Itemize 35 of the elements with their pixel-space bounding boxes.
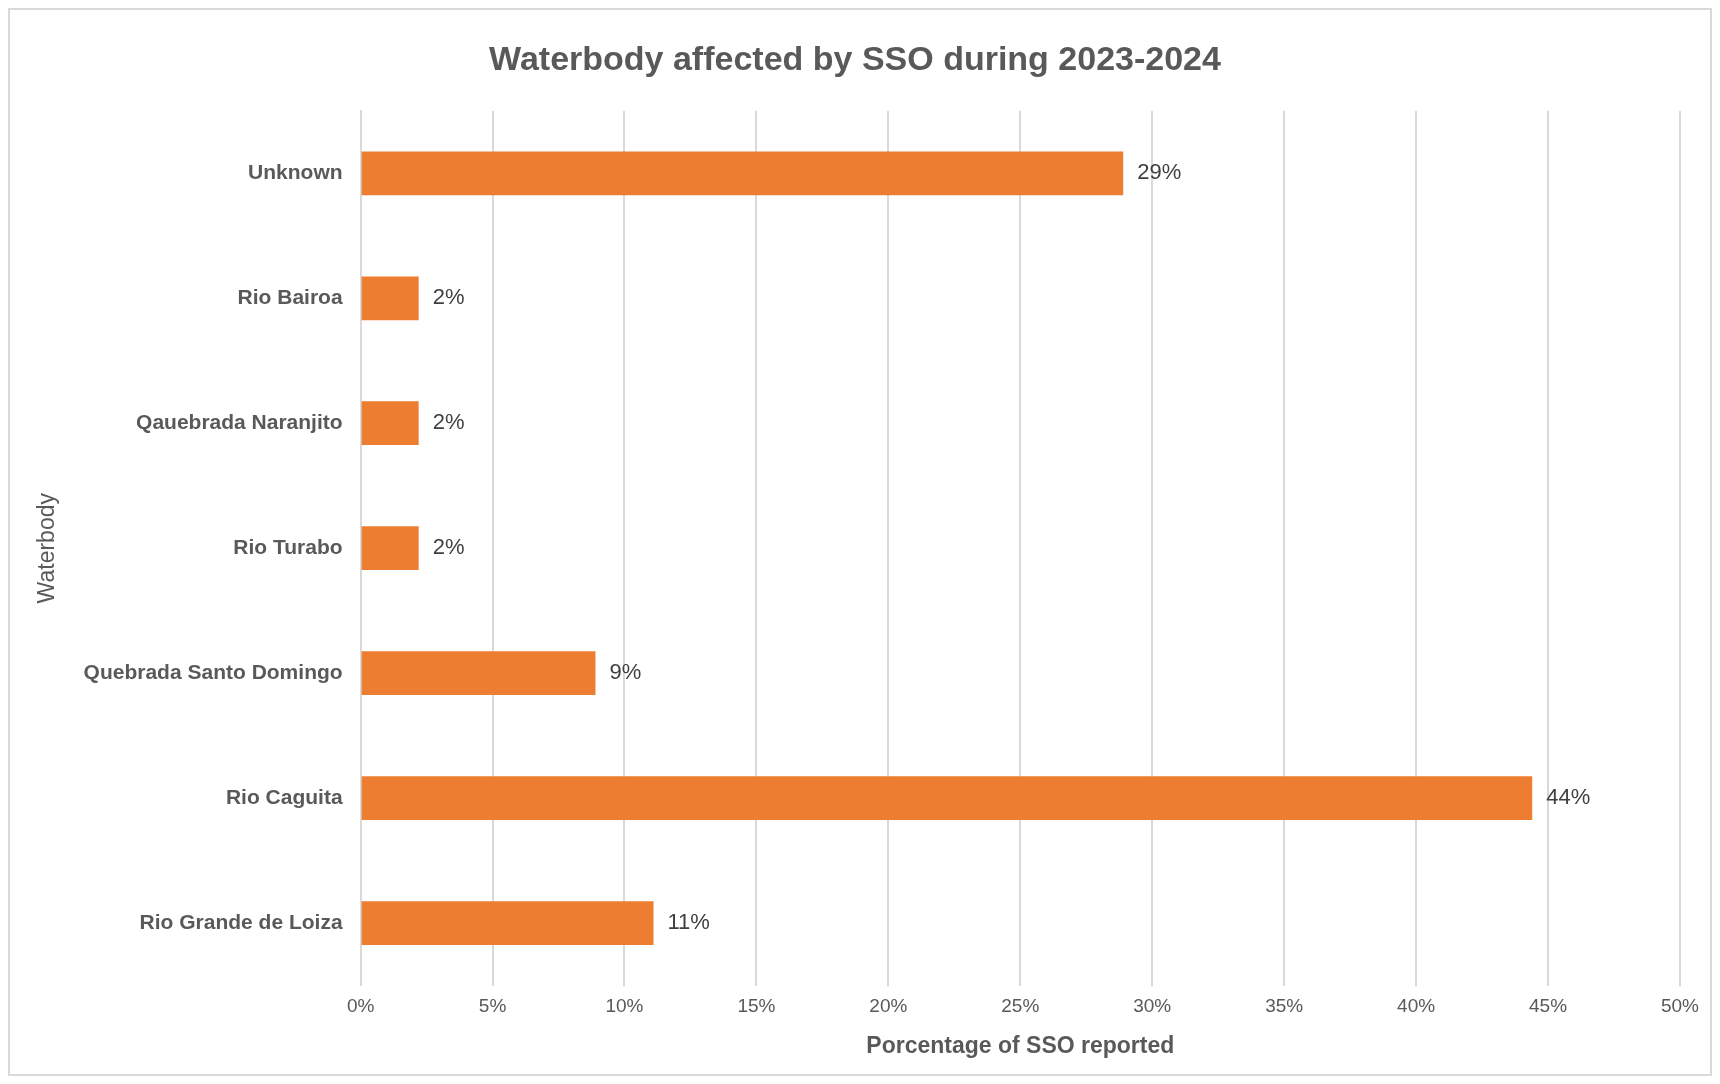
y-tick-label: Rio Caguita (225, 784, 343, 808)
x-tick-label: 0% (346, 995, 375, 1017)
data-label: 29% (1137, 159, 1182, 185)
data-label: 2% (432, 534, 465, 560)
data-label: 9% (609, 659, 642, 685)
bar (361, 901, 654, 945)
y-tick-label: Quebrada Santo Domingo (83, 659, 343, 683)
data-label: 2% (432, 284, 465, 310)
bar (361, 276, 419, 321)
y-tick-label: Qauebrada Naranjito (136, 410, 343, 434)
bar (361, 151, 1124, 196)
x-tick-label: 35% (1265, 995, 1304, 1017)
chart-title: Waterbody affected by SSO during 2023-2024 (489, 38, 1222, 77)
data-label: 2% (432, 409, 465, 435)
data-label: 44% (1546, 784, 1591, 810)
x-tick-label: 5% (478, 995, 507, 1017)
bar (361, 651, 596, 696)
x-tick-label: 45% (1529, 995, 1568, 1017)
x-tick-label: 40% (1397, 995, 1436, 1017)
x-tick-label: 10% (605, 995, 644, 1017)
bar (361, 776, 1533, 821)
y-tick-label: Rio Bairoa (237, 285, 343, 309)
y-tick-label: Unknown (248, 160, 343, 184)
x-tick-label: 30% (1133, 995, 1172, 1017)
x-tick-label: 20% (869, 995, 908, 1017)
x-tick-label: 15% (737, 995, 776, 1017)
y-tick-label: Rio Turabo (233, 535, 343, 558)
bar (361, 401, 419, 446)
x-axis-title: Porcentage of SSO reported (866, 1031, 1175, 1058)
bar (361, 526, 419, 571)
x-tick-label: 25% (1001, 995, 1040, 1017)
data-label: 11% (667, 909, 710, 935)
y-tick-label: Rio Grande de Loiza (139, 909, 343, 933)
x-tick-label: 50% (1660, 995, 1700, 1017)
y-axis-title: Waterbody (33, 492, 60, 604)
